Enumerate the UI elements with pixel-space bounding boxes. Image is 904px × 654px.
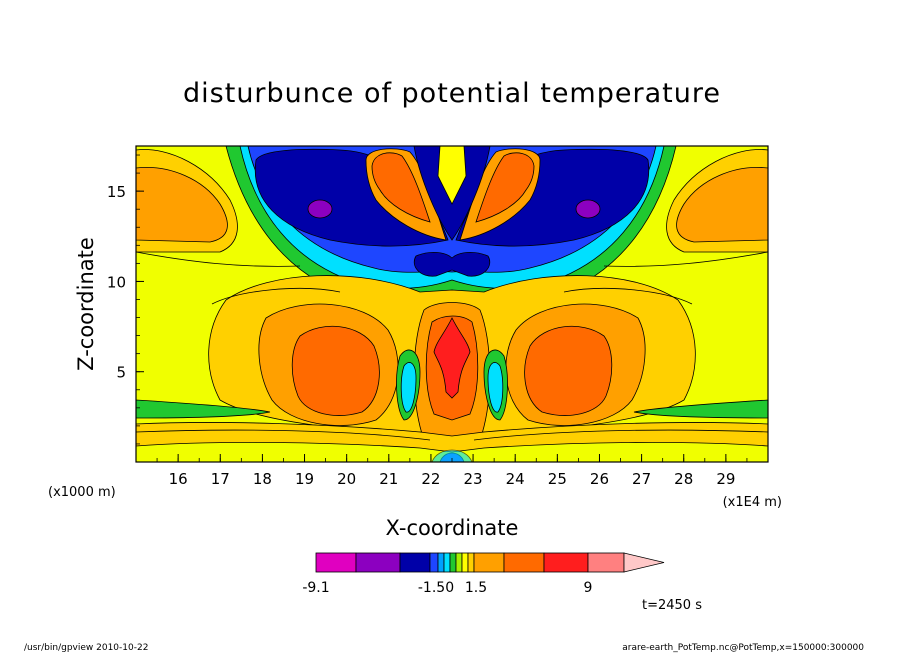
lower-left-core	[291, 325, 380, 416]
x-tick-label: 23	[464, 470, 483, 488]
min-left	[307, 199, 333, 219]
x-tick-label: 20	[337, 470, 356, 488]
colorbar	[315, 552, 665, 573]
x-tick-label: 24	[506, 470, 525, 488]
x-units-right: (x1E4 m)	[723, 495, 782, 510]
x-tick-label: 19	[295, 470, 314, 488]
colorbar-swatch	[399, 552, 431, 573]
colorbar-swatch	[429, 552, 439, 573]
y-axis-label: Z-coordinate	[74, 237, 98, 371]
lower-right-core	[524, 325, 613, 416]
x-tick-label: 17	[211, 470, 230, 488]
colorbar-label-pos: 1.5	[465, 580, 487, 596]
x-tick-label: 16	[169, 470, 188, 488]
center-red-max	[433, 317, 471, 399]
upper-jet-left-core	[371, 152, 431, 223]
left-upper-orange-core	[136, 166, 228, 243]
x-tick-label: 26	[590, 470, 609, 488]
x-tick-label: 25	[548, 470, 567, 488]
colorbar-swatch	[355, 552, 401, 573]
upper-navy-center	[413, 252, 491, 277]
colorbar-swatch	[543, 552, 589, 573]
x-axis-label: X-coordinate	[386, 516, 519, 540]
min-right	[575, 199, 601, 219]
right-inner-cyan	[487, 362, 504, 413]
x-axis-ticks: 16 17 18 19 20 21 22 23 24 25 26 27 28 29	[135, 454, 769, 488]
x-tick-label: 21	[379, 470, 398, 488]
y-axis-ticks: 5 10 15	[107, 154, 144, 463]
x-tick-label: 22	[421, 470, 440, 488]
low-green-band-right	[633, 399, 768, 419]
colorbar-swatch	[473, 552, 505, 573]
colorbar-swatch	[467, 552, 475, 573]
colorbar-swatch	[461, 552, 469, 573]
colorbar-swatch	[503, 552, 545, 573]
x-tick-label: 28	[674, 470, 693, 488]
colorbar-extend-triangle	[623, 552, 665, 573]
x-tick-label: 18	[253, 470, 272, 488]
y-tick-label: 15	[107, 183, 126, 201]
colorbar-swatch	[315, 552, 357, 573]
contour-field	[136, 146, 768, 462]
x-tick-label: 27	[632, 470, 651, 488]
time-label: t=2450 s	[642, 598, 702, 613]
x-tick-label: 29	[716, 470, 735, 488]
y-tick-label: 10	[107, 273, 126, 291]
footer-right: arare-earth_PotTemp.nc@PotTemp,x=150000:…	[622, 643, 864, 653]
colorbar-swatch	[449, 552, 457, 573]
low-orange-strip	[136, 422, 768, 453]
low-green-band	[136, 399, 271, 419]
left-inner-cyan	[400, 362, 417, 413]
colorbar-swatch	[455, 552, 463, 573]
colorbar-label-max: 9	[584, 580, 593, 596]
upper-jet-right-core	[475, 152, 535, 223]
y-tick-label: 5	[116, 364, 126, 382]
chart-title: disturbunce of potential temperature	[183, 78, 721, 109]
footer-left: /usr/bin/gpview 2010-10-22	[24, 643, 148, 653]
right-upper-orange-core	[676, 166, 768, 243]
colorbar-swatch	[443, 552, 451, 573]
colorbar-swatch	[587, 552, 625, 573]
x-units-left: (x1000 m)	[48, 485, 116, 500]
center-yellow-v	[437, 146, 467, 205]
colorbar-label-min: -9.1	[302, 580, 329, 596]
colorbar-label-neg: -1.50	[418, 580, 454, 596]
colorbar-swatch	[437, 552, 445, 573]
contour-lines	[136, 251, 768, 441]
